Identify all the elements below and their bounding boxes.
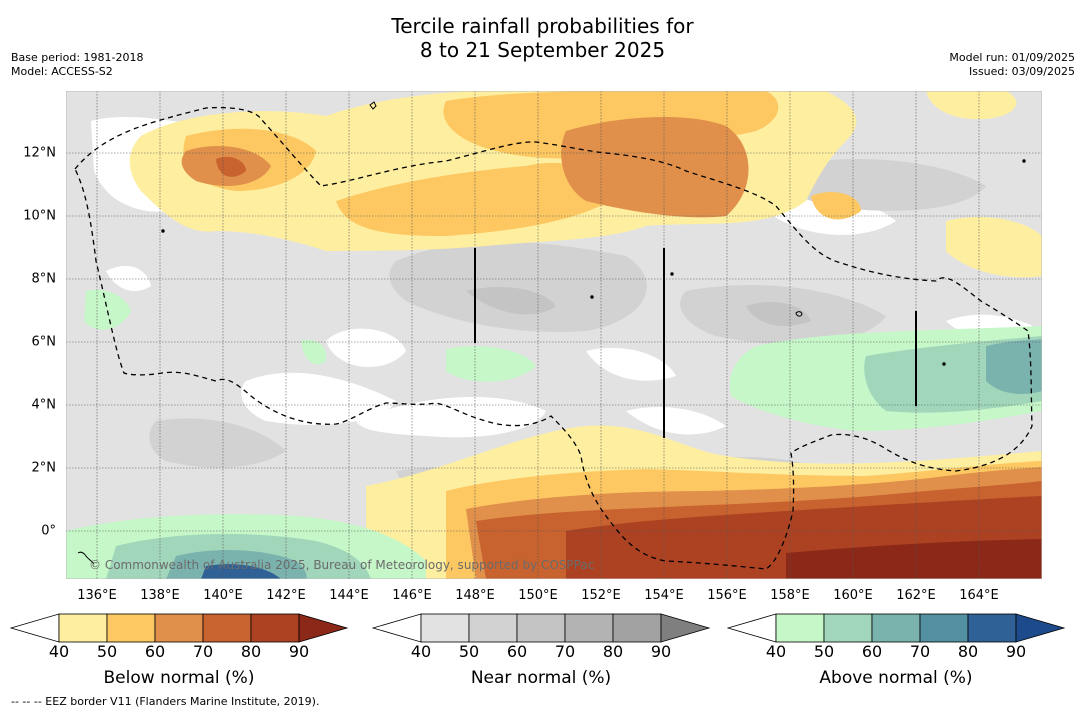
meta-right: Model run: 01/09/2025 Issued: 03/09/2025	[949, 51, 1075, 79]
probability-map	[66, 91, 1042, 579]
lat-tick: 6°N	[31, 334, 57, 350]
colorbar-tick: 40	[765, 642, 787, 661]
colorbar-segment	[919, 613, 969, 643]
colorbar-segment	[612, 613, 662, 643]
below-normal-colorbar	[10, 613, 349, 643]
colorbar-segment	[58, 613, 108, 643]
model-run-text: Model run: 01/09/2025	[949, 51, 1075, 64]
colorbar-tick: 60	[144, 642, 166, 661]
colorbar-tick: 70	[554, 642, 576, 661]
lon-tick: 160°E	[833, 588, 873, 603]
colorbar-tick: 70	[909, 642, 931, 661]
lat-tick: 10°N	[23, 208, 56, 224]
graticule	[66, 91, 1042, 579]
lon-tick: 140°E	[203, 588, 243, 603]
copyright-text: © Commonwealth of Australia 2025, Bureau…	[89, 558, 595, 572]
base-period-text: Base period: 1981-2018	[11, 51, 144, 64]
lat-tick: 4°N	[31, 397, 57, 413]
chart-title: Tercile rainfall probabilities for 8 to …	[0, 14, 1085, 62]
eez-border	[74, 106, 1033, 570]
colorbar-segment	[154, 613, 204, 643]
colorbar-extend-high	[298, 613, 349, 643]
near-normal-label: Near normal (%)	[470, 668, 612, 688]
colorbar-tick: 50	[813, 642, 835, 661]
lon-tick: 154°E	[644, 588, 684, 603]
lon-tick: 152°E	[581, 588, 621, 603]
colorbar-tick: 80	[602, 642, 624, 661]
colorbar-tick: 70	[192, 642, 214, 661]
near-normal-colorbar	[372, 613, 711, 643]
issued-text: Issued: 03/09/2025	[968, 65, 1075, 78]
colorbar-segment	[250, 613, 300, 643]
colorbar-segment	[516, 613, 566, 643]
colorbar-segment	[564, 613, 614, 643]
lon-tick: 136°E	[77, 588, 117, 603]
lon-tick: 146°E	[392, 588, 432, 603]
colorbar-segment	[420, 613, 470, 643]
model-text: Model: ACCESS-S2	[11, 65, 113, 78]
eez-footnote: -- -- -- EEZ border V11 (Flanders Marine…	[11, 695, 320, 708]
lon-tick: 158°E	[770, 588, 810, 603]
colorbar-tick: 90	[1005, 642, 1027, 661]
below-normal-north	[129, 91, 1042, 278]
islands	[77, 101, 1026, 565]
meta-left: Base period: 1981-2018 Model: ACCESS-S2	[11, 51, 143, 79]
colorbar-segment	[106, 613, 156, 643]
colorbar-extend-high	[1015, 613, 1066, 643]
lat-tick: 12°N	[23, 145, 56, 161]
lon-tick: 162°E	[896, 588, 936, 603]
lon-tick: 144°E	[329, 588, 369, 603]
above-normal-label: Above normal (%)	[819, 668, 973, 688]
colorbar-segment	[823, 613, 873, 643]
colorbar-tick: 50	[96, 642, 118, 661]
colorbar-tick: 40	[48, 642, 70, 661]
colorbar-tick: 90	[650, 642, 672, 661]
colorbar-tick: 40	[410, 642, 432, 661]
colorbar-segment	[202, 613, 252, 643]
lat-tick: 2°N	[31, 460, 57, 476]
title-line-1: Tercile rainfall probabilities for	[391, 14, 694, 38]
marker-lines	[474, 248, 917, 438]
colorbar-tick: 60	[506, 642, 528, 661]
lon-tick: 164°E	[959, 588, 999, 603]
lon-tick: 138°E	[140, 588, 180, 603]
colorbar-tick: 80	[240, 642, 262, 661]
colorbar-segment	[871, 613, 921, 643]
lon-tick: 150°E	[518, 588, 558, 603]
below-normal-south	[366, 425, 1042, 579]
below-normal-label: Below normal (%)	[103, 668, 255, 688]
colorbar-segment	[967, 613, 1017, 643]
colorbar-extend-low	[727, 613, 777, 643]
lat-tick: 0°	[41, 523, 56, 539]
above-normal-colorbar	[727, 613, 1066, 643]
colorbar-tick: 80	[957, 642, 979, 661]
lon-tick: 148°E	[455, 588, 495, 603]
colorbar-segment	[468, 613, 518, 643]
lon-tick: 156°E	[707, 588, 747, 603]
colorbar-tick: 60	[861, 642, 883, 661]
colorbar-segment	[775, 613, 825, 643]
colorbar-tick: 90	[288, 642, 310, 661]
title-line-2: 8 to 21 September 2025	[419, 38, 666, 62]
colorbar-extend-low	[10, 613, 60, 643]
lon-tick: 142°E	[266, 588, 306, 603]
colorbar-extend-low	[372, 613, 422, 643]
lat-tick: 8°N	[31, 271, 57, 287]
colorbar-tick: 50	[458, 642, 480, 661]
colorbar-extend-high	[660, 613, 711, 643]
